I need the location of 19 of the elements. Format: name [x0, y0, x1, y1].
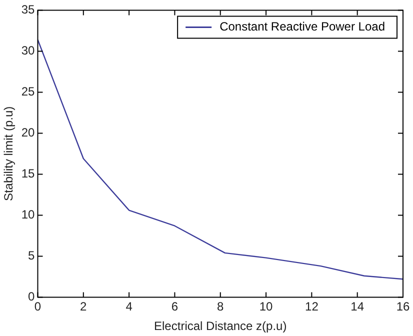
x-tick-label: 6	[171, 300, 178, 314]
y-tick-label: 0	[28, 290, 36, 304]
y-tick-label: 5	[28, 248, 36, 263]
x-tick-label: 12	[305, 300, 319, 314]
y-tick-label: 20	[21, 126, 36, 140]
x-tick-label: 4	[126, 300, 133, 314]
legend-label: Constant Reactive Power Load	[220, 20, 386, 34]
y-tick-label: 15	[21, 166, 36, 181]
x-tick-label: 14	[350, 300, 364, 314]
y-tick-label: 30	[21, 44, 36, 58]
x-tick-label: 2	[80, 300, 88, 314]
x-axis-title: Electrical Distance z(p.u)	[154, 319, 287, 334]
y-tick-label: 35	[21, 2, 36, 17]
y-tick-label: 10	[21, 208, 36, 222]
x-tick-label: 16	[396, 300, 410, 314]
y-tick-label: 25	[21, 84, 36, 99]
x-tick-label: 10	[259, 300, 274, 314]
x-tick-label: 8	[217, 300, 224, 314]
y-axis-title: Stability limit (p.u)	[2, 106, 16, 202]
